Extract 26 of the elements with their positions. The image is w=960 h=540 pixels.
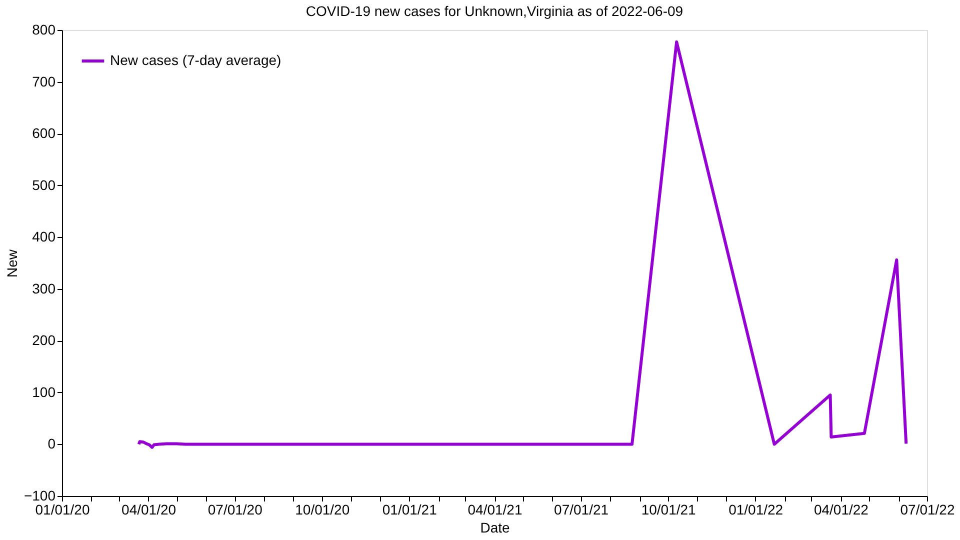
y-tick-label: 0: [48, 436, 56, 452]
x-tick-label: 07/01/21: [554, 502, 609, 518]
line-series: [137, 40, 908, 449]
y-tick-label: 400: [32, 228, 56, 245]
x-tick-label: 04/01/21: [468, 502, 522, 518]
x-tick-label: 01/01/20: [35, 502, 90, 518]
x-tick-label: 04/01/22: [814, 502, 869, 518]
y-tick-label: 700: [32, 73, 56, 90]
x-axis-title: Date: [480, 520, 510, 536]
x-tick-label: 04/01/20: [122, 502, 176, 518]
y-tick-label: 600: [32, 125, 56, 142]
y-tick-label: −100: [24, 488, 56, 504]
y-tick-label: 300: [32, 280, 56, 296]
x-tick-label: 07/01/20: [208, 502, 263, 518]
y-tick-label: 500: [32, 176, 56, 193]
x-tick-label: 10/01/21: [641, 502, 696, 518]
x-tick-label: 01/01/22: [728, 502, 784, 518]
y-tick-label: 200: [32, 332, 56, 348]
y-tick-label: 800: [32, 22, 56, 38]
chart-title: COVID-19 new cases for Unknown,Virginia as of 2022-06-09: [306, 3, 684, 19]
legend-label: New cases (7-day average): [110, 52, 282, 68]
y-axis-title: New: [4, 248, 20, 278]
x-tick-label: 07/01/22: [900, 502, 955, 518]
x-tick-label: 10/01/20: [295, 502, 350, 518]
y-tick-label: 100: [32, 384, 56, 400]
x-tick-label: 01/01/21: [382, 502, 438, 518]
